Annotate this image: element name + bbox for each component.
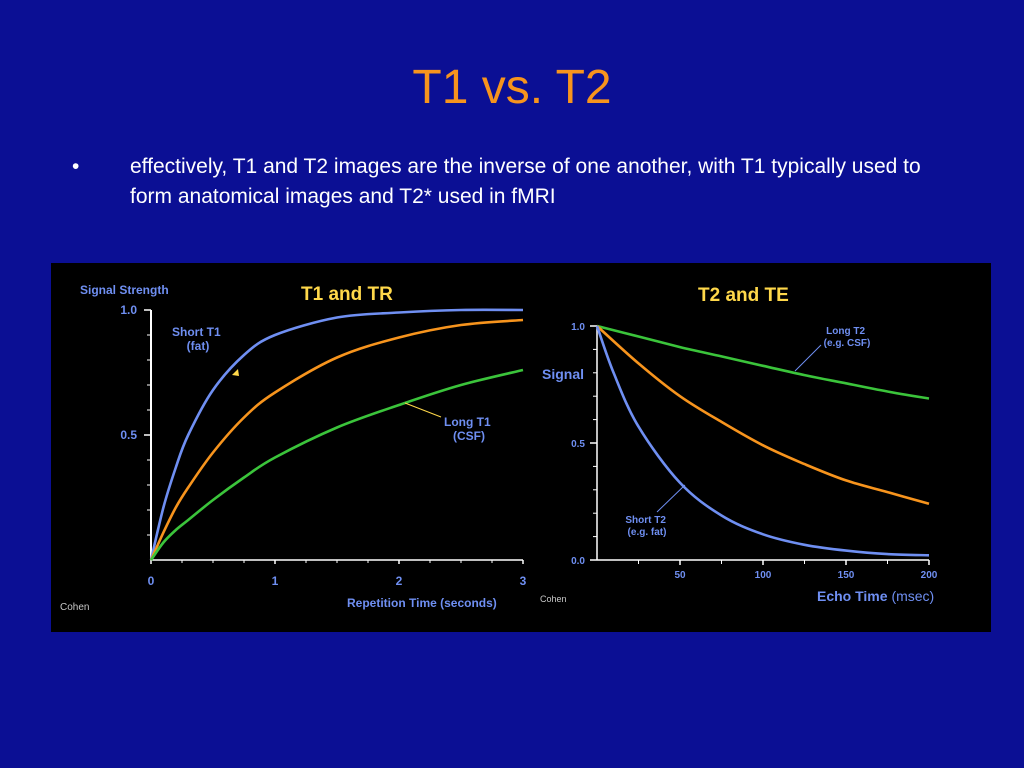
series-line <box>149 368 524 561</box>
x-tick-label: 150 <box>838 570 855 581</box>
x-tick-label: 3 <box>520 574 527 588</box>
short-t2-pointer <box>656 484 686 513</box>
x-tick-label: 50 <box>674 570 686 581</box>
x-tick-label: 100 <box>755 570 772 581</box>
x-tick-label: 0 <box>148 574 155 588</box>
y-tick-label: 0.5 <box>571 439 585 450</box>
relaxation-figure: T1 and TR Signal Strength Repetition Tim… <box>51 263 991 632</box>
x-axis-title: Echo Time <box>817 588 888 604</box>
x-axis-label: Repetition Time (seconds) <box>347 596 497 610</box>
chart-title: T2 and TE <box>698 285 789 306</box>
y-tick-label: 0.5 <box>120 428 137 442</box>
short-t1-annotation: Short T1 (fat) <box>172 325 224 353</box>
y-axis-label: Signal Strength <box>80 283 169 297</box>
chart-t2-te: T2 and TE Signal Echo Time (msec) Cohen … <box>540 285 938 604</box>
credit-text: Cohen <box>540 594 567 604</box>
series-line <box>149 308 524 561</box>
long-t2-pointer <box>794 344 822 372</box>
y-tick-label: 0.0 <box>571 556 585 567</box>
credit-text: Cohen <box>60 602 89 613</box>
y-tick-label: 1.0 <box>120 303 137 317</box>
chart-t1-tr: T1 and TR Signal Strength Repetition Tim… <box>60 283 527 613</box>
long-t1-pointer <box>404 402 442 418</box>
y-tick-label: 1.0 <box>571 322 585 333</box>
y-axis-label: Signal <box>542 366 584 382</box>
long-t1-annotation: Long T1 (CSF) <box>444 415 494 443</box>
series-line <box>595 325 930 557</box>
x-tick-label: 200 <box>921 570 938 581</box>
chart-title: T1 and TR <box>301 284 393 305</box>
slide-title: T1 vs. T2 <box>412 61 612 114</box>
relaxation-charts-svg: T1 and TR Signal Strength Repetition Tim… <box>60 283 938 613</box>
short-t2-annotation: Short T2 (e.g. fat) <box>625 515 668 538</box>
series-line <box>149 318 524 561</box>
bullet-text: effectively, T1 and T2 images are the in… <box>130 155 921 208</box>
x-tick-label: 1 <box>272 574 279 588</box>
long-t2-annotation: Long T2 (e.g. CSF) <box>824 326 871 349</box>
bullet-marker: • <box>72 155 80 178</box>
series-line <box>596 325 930 506</box>
x-axis-unit: (msec) <box>891 588 934 604</box>
series-line <box>596 324 930 400</box>
short-t1-pointer <box>232 369 239 376</box>
x-axis-label: Echo Time (msec) <box>817 588 934 604</box>
x-tick-label: 2 <box>396 574 403 588</box>
